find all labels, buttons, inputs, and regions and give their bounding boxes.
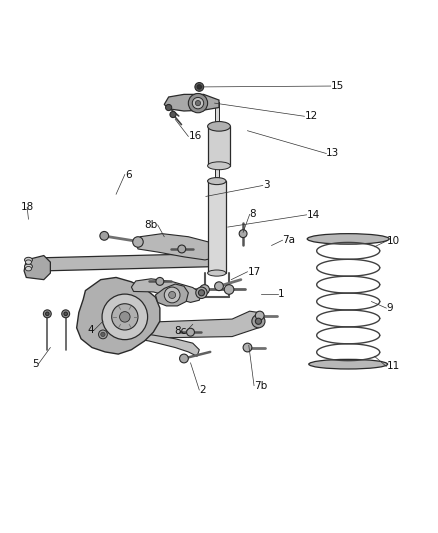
Polygon shape: [155, 284, 188, 306]
Text: 7a: 7a: [283, 235, 296, 245]
Text: 5: 5: [32, 359, 39, 369]
Circle shape: [62, 310, 70, 318]
Circle shape: [64, 312, 67, 316]
Text: 4: 4: [88, 325, 94, 335]
Text: 8b: 8b: [145, 220, 158, 230]
Circle shape: [133, 237, 143, 247]
Polygon shape: [164, 94, 219, 111]
Circle shape: [239, 230, 247, 238]
Circle shape: [192, 98, 204, 109]
Polygon shape: [77, 278, 160, 354]
Text: 6: 6: [125, 169, 131, 180]
Ellipse shape: [208, 122, 230, 131]
Ellipse shape: [208, 177, 226, 184]
Ellipse shape: [208, 270, 226, 276]
Circle shape: [156, 278, 164, 285]
Circle shape: [112, 304, 138, 330]
Text: 16: 16: [188, 132, 201, 141]
Circle shape: [252, 314, 265, 328]
Ellipse shape: [25, 264, 32, 269]
Circle shape: [243, 343, 252, 352]
Bar: [215, 102, 219, 179]
Circle shape: [100, 231, 109, 240]
Text: 10: 10: [386, 236, 399, 246]
Ellipse shape: [208, 162, 230, 169]
Text: 8: 8: [250, 209, 256, 220]
Polygon shape: [44, 253, 219, 271]
Circle shape: [43, 310, 51, 318]
Text: 7b: 7b: [254, 381, 267, 391]
Circle shape: [195, 83, 204, 91]
Polygon shape: [83, 320, 199, 356]
Text: 11: 11: [386, 361, 399, 372]
Circle shape: [120, 312, 130, 322]
Circle shape: [164, 287, 180, 303]
Text: 8c: 8c: [174, 326, 186, 336]
Circle shape: [188, 93, 208, 113]
Text: 18: 18: [21, 203, 34, 212]
Ellipse shape: [309, 359, 388, 369]
Text: 1: 1: [278, 289, 285, 298]
Circle shape: [99, 330, 107, 339]
Ellipse shape: [307, 233, 389, 244]
Circle shape: [46, 312, 49, 316]
Circle shape: [215, 282, 223, 290]
Polygon shape: [136, 233, 219, 260]
Polygon shape: [131, 279, 201, 302]
Circle shape: [197, 85, 201, 89]
Bar: [208, 181, 226, 273]
Ellipse shape: [25, 266, 32, 271]
Text: 9: 9: [386, 303, 393, 313]
Text: 17: 17: [247, 266, 261, 277]
Circle shape: [198, 290, 205, 296]
Ellipse shape: [25, 260, 32, 264]
Text: 14: 14: [307, 210, 320, 220]
Circle shape: [166, 104, 172, 110]
Circle shape: [187, 328, 194, 336]
Circle shape: [178, 245, 186, 253]
Text: 3: 3: [263, 181, 269, 190]
Bar: [208, 126, 230, 166]
Circle shape: [196, 287, 207, 298]
Circle shape: [101, 332, 105, 336]
Polygon shape: [24, 255, 50, 280]
Text: 13: 13: [326, 149, 339, 158]
Polygon shape: [94, 311, 263, 339]
Circle shape: [195, 101, 201, 106]
Circle shape: [170, 111, 176, 118]
Circle shape: [255, 311, 264, 320]
Text: 15: 15: [331, 81, 344, 91]
Circle shape: [255, 318, 261, 324]
Text: 12: 12: [304, 111, 318, 122]
Circle shape: [169, 292, 176, 298]
Text: 2: 2: [199, 385, 206, 395]
Circle shape: [200, 285, 209, 294]
Circle shape: [180, 354, 188, 363]
Circle shape: [224, 285, 234, 294]
Circle shape: [102, 294, 148, 340]
Ellipse shape: [25, 257, 32, 263]
